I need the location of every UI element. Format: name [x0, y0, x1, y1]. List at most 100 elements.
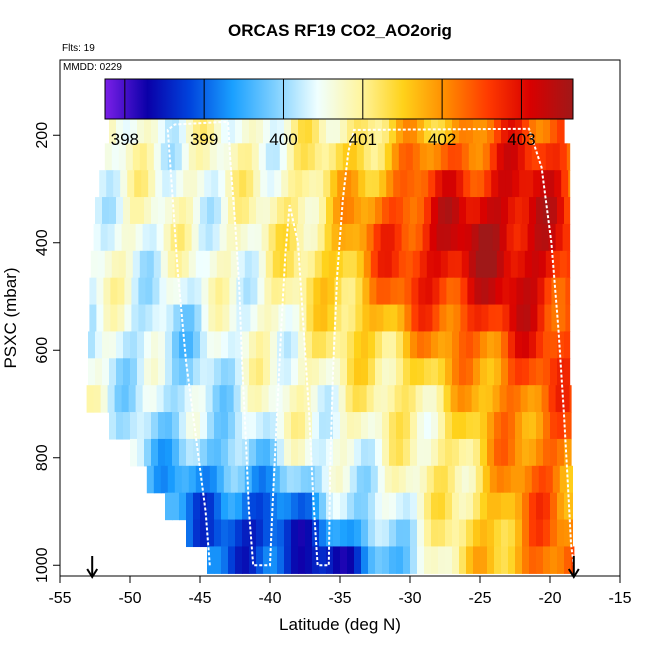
heatmap-cell	[410, 197, 418, 225]
heatmap-cell	[333, 358, 341, 386]
heatmap-cell	[202, 143, 211, 171]
heatmap-cell	[520, 223, 529, 252]
heatmap-cell	[564, 197, 571, 225]
heatmap-cell	[333, 519, 341, 548]
heatmap-cell	[446, 304, 454, 333]
heatmap-cell	[298, 197, 306, 225]
heatmap-cell	[95, 197, 103, 225]
heatmap-cell	[452, 331, 460, 359]
heatmap-cell	[256, 358, 264, 386]
heatmap-cell	[508, 438, 516, 467]
heatmap-cell	[494, 438, 502, 467]
heatmap-cell	[250, 277, 258, 306]
heatmap-cell	[118, 250, 127, 279]
x-axis: -55 -50 -45 -40 -35 -30 -25 -20 -15	[48, 575, 632, 607]
heatmap-cell	[447, 465, 456, 494]
heatmap-cell	[368, 546, 376, 574]
heatmap-cell	[487, 546, 495, 574]
heatmap-cell	[340, 492, 348, 521]
heatmap-cell	[130, 116, 138, 144]
heatmap-cell	[369, 277, 377, 306]
heatmap-cell	[431, 492, 439, 521]
heatmap-cell	[235, 197, 243, 225]
heatmap-cell	[326, 116, 334, 144]
heatmap-cell	[205, 223, 214, 252]
heatmap-cell	[454, 143, 463, 171]
heatmap-cell	[453, 304, 461, 333]
heatmap-cell	[382, 546, 390, 574]
heatmap-cell	[389, 197, 397, 225]
heatmap-cell	[299, 277, 307, 306]
heatmap-cell	[211, 170, 219, 198]
heatmap-cell	[188, 465, 197, 494]
x-tick-label: -15	[608, 590, 631, 607]
heatmap-cell	[137, 438, 145, 467]
heatmap-cell	[305, 546, 313, 574]
heatmap-cell	[200, 412, 208, 440]
heatmap-cell	[389, 546, 397, 574]
heatmap-cell	[317, 385, 326, 413]
heatmap-cell	[424, 331, 432, 359]
y-tick-label: 200	[34, 122, 51, 149]
heatmap-cell	[300, 465, 309, 494]
heatmap-cell	[265, 465, 274, 494]
heatmap-cell	[218, 170, 226, 198]
heatmap-cell	[342, 250, 351, 279]
heatmap-cell	[377, 465, 386, 494]
heatmap-cell	[186, 116, 194, 144]
heatmap-cell	[482, 250, 491, 279]
heatmap-cell	[88, 331, 96, 359]
heatmap-cell	[522, 519, 530, 548]
heatmap-cell	[515, 412, 523, 440]
heatmap-cell	[111, 250, 120, 279]
heatmap-cell	[170, 385, 179, 413]
heatmap-cell	[146, 143, 155, 171]
heatmap-cell	[144, 331, 152, 359]
heatmap-cell	[547, 170, 555, 198]
heatmap-cell	[440, 250, 449, 279]
heatmap-cell	[471, 385, 480, 413]
heatmap-cell	[496, 250, 505, 279]
heatmap-cell	[141, 170, 149, 198]
heatmap-cell	[214, 546, 222, 574]
heatmap-cell	[495, 277, 503, 306]
heatmap-cell	[214, 197, 222, 225]
heatmap-cell	[431, 519, 439, 548]
heatmap-cell	[172, 358, 180, 386]
heatmap-cell	[170, 223, 179, 252]
heatmap-cell	[494, 546, 502, 574]
heatmap-cell	[362, 304, 370, 333]
heatmap-cell	[256, 438, 264, 467]
heatmap-cell	[376, 304, 384, 333]
heatmap-cell	[354, 197, 362, 225]
heatmap-cell	[229, 277, 237, 306]
chart-title: ORCAS RF19 CO2_AO2orig	[228, 21, 452, 40]
heatmap-cell	[193, 519, 201, 548]
heatmap-cell	[181, 465, 190, 494]
heatmap-cell	[310, 385, 319, 413]
heatmap-cell	[135, 223, 144, 252]
heatmap-cell	[373, 223, 382, 252]
heatmap-cell	[345, 385, 354, 413]
heatmap-cell	[235, 438, 243, 467]
heatmap-cell	[277, 519, 285, 548]
heatmap-cell	[502, 304, 510, 333]
heatmap-cell	[298, 438, 306, 467]
heatmap-cell	[417, 358, 425, 386]
heatmap-cell	[473, 492, 481, 521]
heatmap-cell	[180, 304, 188, 333]
heatmap-cell	[494, 492, 502, 521]
heatmap-cell	[389, 412, 397, 440]
flight-track-line	[166, 120, 575, 567]
colorbar-tick-label: 398	[111, 130, 139, 149]
heatmap-cell	[524, 143, 533, 171]
heatmap-cell	[305, 197, 313, 225]
heatmap-cell	[284, 492, 292, 521]
heatmap-cell	[167, 465, 176, 494]
heatmap-cell	[571, 492, 573, 521]
heatmap-cell	[522, 331, 530, 359]
heatmap-cell	[439, 277, 447, 306]
heatmap-cell	[225, 170, 233, 198]
heatmap-cell	[501, 358, 509, 386]
heatmap-cell	[186, 492, 194, 521]
